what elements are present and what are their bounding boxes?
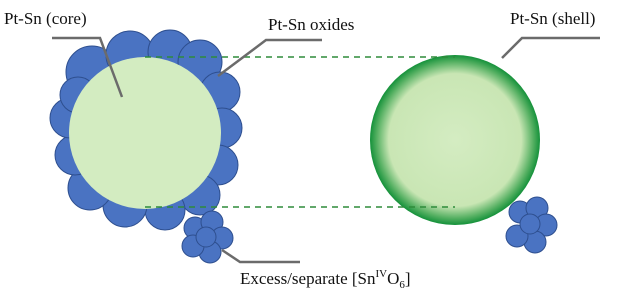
shell-particle [370, 55, 540, 225]
leader-line [222, 250, 300, 262]
leader-line [502, 38, 600, 58]
excess-blob [506, 197, 557, 253]
label-part: Excess/separate [Sn [240, 269, 376, 288]
excess-blob [182, 211, 233, 263]
label-part: O [387, 269, 399, 288]
label: Excess/separate [SnIVO6] [240, 268, 411, 291]
label: Pt-Sn (shell) [510, 9, 595, 28]
core-particle [69, 57, 221, 209]
label: Pt-Sn oxides [268, 15, 354, 34]
leader-line [218, 40, 322, 76]
label-part: IV [375, 268, 387, 280]
label: Pt-Sn (core) [4, 9, 87, 28]
diagram: Pt-Sn (core) Pt-Sn oxides Pt-Sn (shell) … [0, 0, 628, 292]
label-part: ] [405, 269, 411, 288]
